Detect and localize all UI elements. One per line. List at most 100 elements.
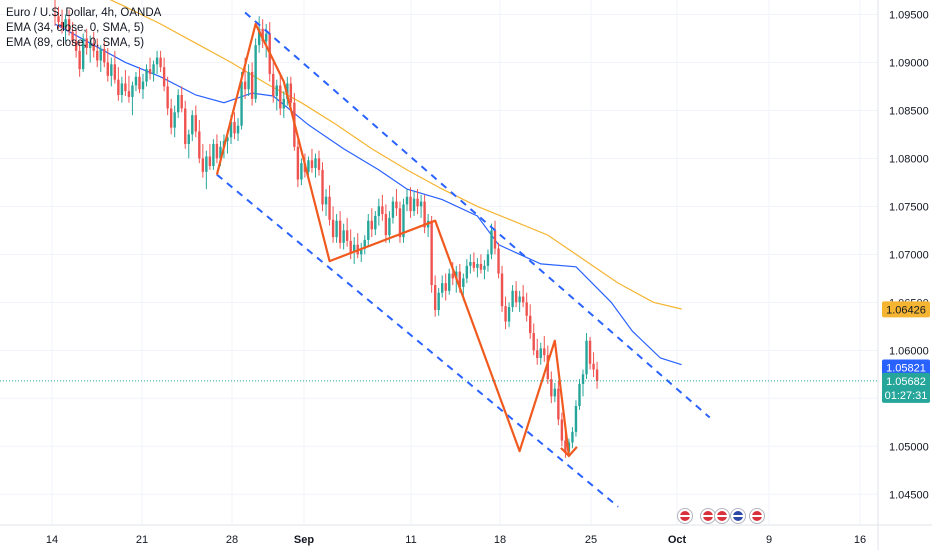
candle-body	[152, 64, 155, 74]
candle-body	[96, 50, 99, 61]
symbol-title[interactable]: Euro / U.S. Dollar, 4h, OANDA	[6, 7, 162, 19]
candle-body	[595, 369, 599, 382]
candle-body	[194, 115, 197, 132]
candle-body	[342, 230, 345, 243]
candle-body	[430, 220, 433, 286]
zigzag-path	[215, 22, 570, 457]
candle-body	[564, 440, 567, 453]
candle-body	[402, 204, 405, 238]
candle-body	[324, 196, 328, 205]
candle-body	[511, 290, 514, 308]
price-axis[interactable]: 1.09500 1.09000 1.08500 1.08000 1.07500 1.070…	[877, 0, 929, 550]
candle-body	[546, 355, 549, 380]
candle-body	[138, 76, 141, 90]
candle-body	[338, 220, 342, 243]
ema-34-badge-bg	[882, 359, 930, 376]
candle-body	[574, 405, 578, 432]
last-price-badge-bg	[882, 372, 930, 403]
candle-body	[85, 38, 88, 48]
candle-body	[124, 83, 127, 92]
countdown-text: 01:27:31	[885, 390, 928, 402]
time-tick-label: 25	[585, 534, 597, 546]
candle-body	[381, 206, 384, 215]
candle-body	[328, 196, 331, 220]
time-axis[interactable]: 14 21 28 Sep 11 18 25 Oct 9 16	[0, 524, 932, 546]
candle-body	[187, 134, 190, 144]
time-tick-label: Sep	[294, 534, 314, 546]
ema-89-legend[interactable]: EMA (89, close, 0, SMA, 5)	[6, 37, 145, 49]
candle-body	[384, 214, 388, 236]
candle-body	[543, 348, 546, 356]
candle-body	[433, 285, 437, 311]
event-flag-icon[interactable]	[730, 508, 746, 524]
candle-body	[99, 48, 102, 61]
candle-body	[272, 73, 275, 96]
candle-body	[57, 16, 60, 23]
candle-body	[113, 64, 117, 80]
economic-events[interactable]	[677, 508, 765, 524]
event-flag-icon[interactable]	[677, 508, 693, 524]
candle-body	[391, 201, 395, 218]
candle-body	[106, 62, 109, 76]
candle-body	[208, 156, 212, 167]
candle-body	[180, 95, 183, 109]
candle-body	[173, 112, 176, 128]
candle-body	[529, 315, 532, 334]
candle-body	[500, 273, 504, 307]
time-tick-label: 28	[226, 534, 238, 546]
ema-34-legend[interactable]: EMA (34, close, 0, SMA, 5)	[6, 22, 145, 34]
candle-body	[131, 85, 134, 97]
price-tick-label: 1.09500	[889, 9, 929, 21]
candle-body	[78, 50, 81, 70]
ema-34-path	[54, 23, 682, 366]
candle-body	[448, 273, 451, 291]
candle-body	[345, 230, 349, 241]
candle-body	[240, 81, 243, 126]
candle-body	[155, 57, 159, 65]
candle-body	[536, 350, 539, 358]
candle-body	[53, 14, 57, 17]
candle-body	[360, 248, 363, 255]
candle-body	[507, 307, 511, 322]
last-price-text: 1.05682	[886, 376, 926, 388]
candle-body	[117, 79, 120, 96]
candle-body	[201, 158, 205, 172]
candle-body	[560, 419, 564, 441]
candle-body	[409, 196, 412, 212]
ema-89-line	[109, 0, 682, 310]
event-flag-icon[interactable]	[749, 508, 765, 524]
candle-body	[236, 125, 240, 134]
candle-body	[374, 215, 377, 230]
candle-body	[275, 85, 278, 96]
price-tick-label: 1.09000	[889, 57, 929, 69]
candle-body	[60, 22, 64, 28]
candle-body	[550, 379, 553, 397]
candle-body	[89, 43, 92, 48]
candle-body	[458, 271, 461, 287]
candle-body	[92, 43, 95, 51]
zigzag-pattern	[215, 22, 578, 458]
candle-body	[310, 160, 314, 168]
event-flag-icon[interactable]	[714, 508, 730, 524]
channel-upper-line	[244, 11, 711, 419]
candle-body	[233, 121, 236, 134]
price-tick-label: 1.06000	[889, 345, 929, 357]
candle-body	[317, 158, 321, 170]
candle-body	[67, 19, 71, 32]
candle-body	[296, 146, 300, 180]
candle-body	[363, 239, 366, 249]
candle-body	[205, 156, 208, 172]
candle-body	[370, 220, 373, 230]
ema-89-badge-text: 1.06426	[886, 304, 926, 316]
candle-body	[462, 278, 465, 287]
candle-body	[416, 198, 419, 207]
ema-34-line	[54, 23, 682, 366]
ema-34-badge-text: 1.05821	[886, 363, 926, 375]
trend-channel	[216, 11, 711, 508]
candle-body	[405, 196, 409, 205]
event-flag-icon[interactable]	[700, 508, 716, 524]
candle-body	[148, 69, 152, 74]
grid	[0, 0, 878, 525]
chart-legend: Euro / U.S. Dollar, 4h, OANDA EMA (34, c…	[6, 6, 161, 51]
